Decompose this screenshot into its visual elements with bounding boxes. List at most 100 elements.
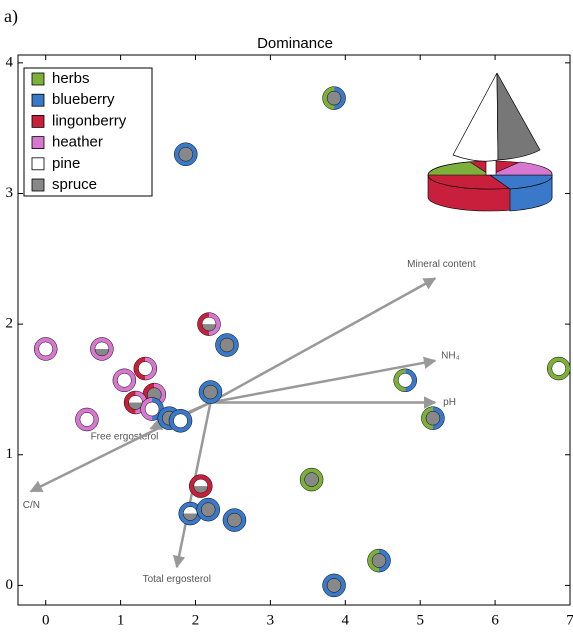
x-tick-label: 5: [416, 612, 424, 628]
vector-label: C/N: [23, 500, 40, 511]
point-outline: [197, 312, 221, 336]
point: [75, 407, 99, 432]
legend-label: lingonberry: [52, 112, 127, 129]
point-outline: [304, 472, 319, 487]
point-outline: [117, 373, 132, 388]
point-outline: [189, 474, 213, 498]
point-center: [94, 341, 109, 349]
point: [222, 508, 247, 532]
point-center: [128, 402, 143, 410]
point: [90, 337, 114, 361]
point-center: [79, 412, 94, 427]
point-outline: [38, 341, 53, 357]
point-outline: [219, 337, 235, 353]
point-outline: [178, 147, 194, 162]
point-outline: [138, 361, 153, 376]
point: [393, 368, 417, 393]
point-outline: [174, 142, 198, 167]
point-ring: [322, 86, 335, 110]
point-ring: [300, 468, 324, 492]
point-center: [219, 338, 234, 353]
point-outline: [79, 412, 95, 427]
point: [299, 467, 324, 492]
point-ring: [75, 407, 99, 431]
point-ring: [393, 368, 406, 392]
point-outline: [94, 341, 110, 357]
point-outline: [322, 86, 346, 110]
point-outline: [326, 578, 342, 593]
point-center: [138, 361, 153, 376]
point: [547, 356, 571, 381]
point-ring: [34, 337, 58, 361]
points: [33, 86, 571, 598]
point-outline: [200, 502, 216, 517]
point: [140, 397, 164, 421]
point-ring: [198, 380, 222, 404]
point-center: [304, 472, 319, 487]
point-ring: [405, 368, 417, 392]
point: [112, 368, 137, 393]
point: [168, 409, 193, 433]
legend-label: herbs: [52, 70, 90, 87]
point-center: [183, 513, 198, 521]
legend-box: [23, 67, 153, 197]
point-ring: [174, 142, 198, 166]
legend-swatch: [31, 115, 45, 128]
y-tick-label: 1: [6, 446, 14, 462]
point-outline: [193, 478, 209, 494]
vector-label: Total ergosterol: [143, 574, 211, 585]
legend-label: pine: [52, 155, 80, 172]
point-outline: [397, 373, 413, 388]
point-center: [145, 402, 160, 417]
point-ring: [112, 368, 136, 392]
point-ring: [432, 406, 445, 430]
point-center: [38, 341, 53, 356]
point: [33, 337, 58, 361]
vector-arrow: [210, 356, 437, 404]
point-outline: [75, 407, 99, 432]
point-center: [398, 373, 413, 388]
point: [322, 573, 346, 598]
point: [174, 142, 198, 167]
point-ring: [208, 312, 221, 336]
point-center: [183, 506, 198, 514]
point-center: [193, 486, 208, 494]
point-center: [201, 317, 216, 325]
point: [421, 406, 445, 430]
point-center: [227, 513, 242, 528]
point-ring: [334, 86, 346, 110]
point-outline: [168, 409, 193, 433]
point: [189, 474, 213, 498]
x-tick-label: 6: [491, 612, 499, 628]
point-outline: [133, 356, 158, 381]
point-outline: [227, 512, 242, 528]
point-ring: [421, 406, 433, 430]
point: [133, 356, 158, 381]
point-center: [117, 373, 132, 388]
point-ring: [196, 498, 220, 522]
y-tick-label: 3: [6, 185, 14, 201]
point-outline: [144, 401, 160, 417]
point-outline: [33, 337, 58, 361]
point-ring: [322, 573, 346, 597]
point-outline: [547, 356, 571, 381]
point-outline: [201, 316, 217, 332]
point-outline: [425, 410, 441, 426]
point-ring: [169, 409, 193, 433]
legend-label: heather: [52, 134, 103, 151]
point-outline: [393, 368, 417, 393]
x-tick-label: 2: [192, 612, 200, 628]
point-center: [425, 411, 440, 426]
x-tick-label: 3: [267, 612, 275, 628]
vector-label: NH₄: [441, 350, 460, 361]
point-ring: [133, 357, 146, 381]
point-outline: [222, 508, 247, 532]
point-center: [193, 479, 208, 487]
point: [215, 333, 239, 357]
point: [367, 548, 391, 573]
point-outline: [215, 333, 239, 357]
y-tick-label: 4: [6, 54, 14, 70]
point-ring: [124, 391, 136, 415]
point-center: [327, 91, 342, 106]
legend-label: spruce: [52, 176, 97, 193]
